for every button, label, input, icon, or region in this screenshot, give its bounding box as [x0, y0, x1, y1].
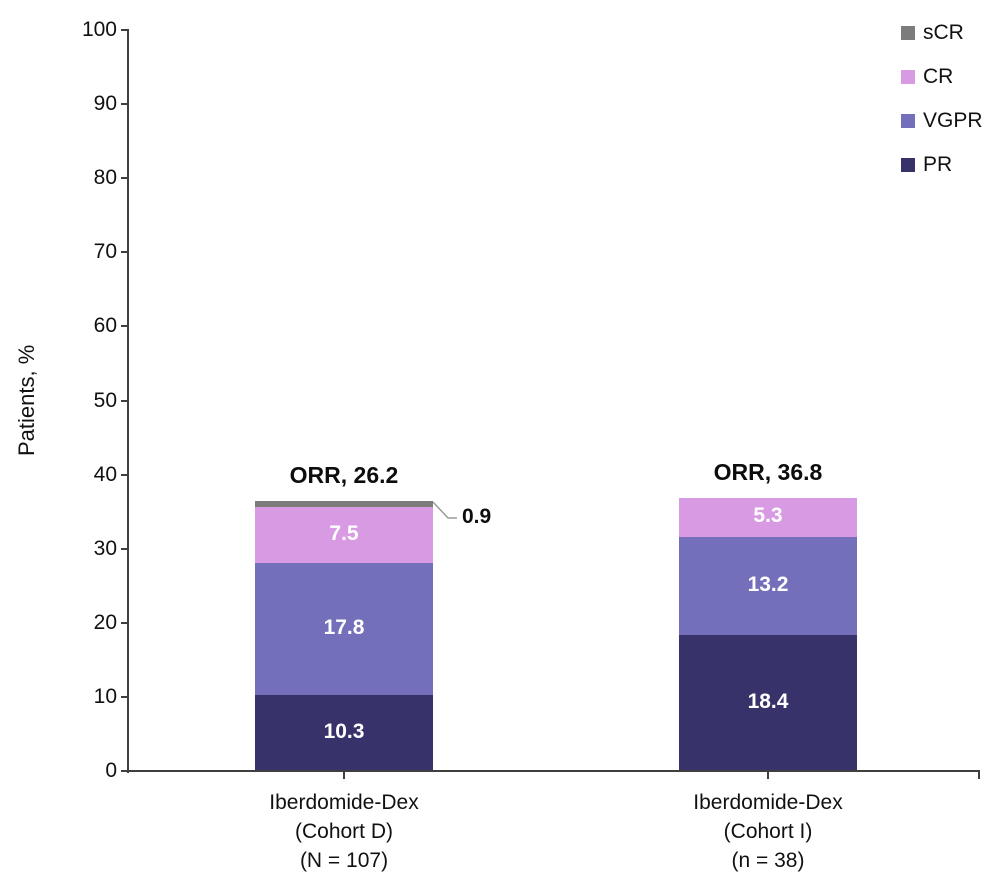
y-tick-label: 40	[93, 462, 117, 486]
x-category-label: Iberdomide-Dex (Cohort I) (n = 38)	[598, 788, 938, 875]
bar-segment-cr	[255, 507, 433, 563]
x-category-label-line: (N = 107)	[299, 849, 389, 872]
y-tick-mark	[121, 770, 129, 772]
x-category-label-line: (Cohort I)	[723, 820, 813, 843]
y-tick-mark	[121, 547, 129, 550]
x-axis-line	[127, 770, 980, 772]
segment-value-label: 5.3	[753, 504, 783, 528]
y-tick-mark	[121, 695, 129, 698]
legend-label: sCR	[923, 21, 964, 44]
legend-item-scr: sCR	[901, 22, 983, 44]
legend-label: PR	[923, 153, 953, 176]
segment-value-label: 7.5	[329, 521, 359, 545]
y-tick-label: 90	[93, 92, 117, 116]
y-tick-mark	[121, 103, 129, 106]
bar-segment-pr	[679, 634, 857, 771]
bar-segment-vgpr	[679, 536, 857, 635]
x-tick-mark	[343, 772, 345, 779]
callout-value-label: 0.9	[462, 504, 492, 528]
x-category-label-line: Iberdomide-Dex	[693, 791, 843, 814]
bar-segment-scr	[255, 500, 433, 508]
legend-item-pr: PR	[901, 154, 983, 176]
y-axis-line	[127, 29, 129, 773]
y-tick-label: 50	[93, 388, 117, 412]
legend-swatch-icon	[901, 114, 915, 128]
bar-segment-pr	[255, 694, 433, 771]
y-tick-label: 0	[105, 759, 117, 782]
y-tick-mark	[121, 399, 129, 402]
y-tick-mark	[121, 251, 129, 254]
legend-label: CR	[923, 65, 954, 88]
segment-value-label: 10.3	[323, 719, 365, 743]
legend: sCR CR VGPR PR	[901, 22, 983, 176]
x-tick-mark	[767, 772, 769, 779]
y-tick-label: 30	[93, 536, 117, 560]
orr-annotation: ORR, 36.8	[713, 458, 823, 485]
callout-leader-line	[432, 501, 457, 519]
legend-swatch-icon	[901, 158, 915, 172]
y-tick-label: 10	[93, 684, 117, 708]
y-tick-mark	[121, 29, 129, 31]
segment-value-label: 17.8	[323, 615, 365, 639]
segment-value-label: 18.4	[747, 689, 789, 713]
segment-value-label: 13.2	[747, 572, 789, 596]
y-tick-label: 70	[93, 240, 117, 264]
x-category-label-line: (Cohort D)	[294, 820, 394, 843]
x-category-label: Iberdomide-Dex (Cohort D) (N = 107)	[174, 788, 514, 875]
y-tick-label: 100	[81, 18, 117, 41]
y-tick-label: 60	[93, 314, 117, 338]
y-tick-mark	[121, 473, 129, 476]
legend-item-cr: CR	[901, 66, 983, 88]
orr-annotation: ORR, 26.2	[289, 461, 399, 488]
legend-item-vgpr: VGPR	[901, 110, 983, 132]
y-axis-title: Patients, %	[14, 344, 39, 456]
legend-label: VGPR	[923, 109, 983, 132]
legend-swatch-icon	[901, 70, 915, 84]
y-tick-label: 20	[93, 610, 117, 634]
bar-segment-cr	[679, 497, 857, 537]
bar-segment-vgpr	[255, 562, 433, 695]
y-tick-label: 80	[93, 166, 117, 190]
legend-swatch-icon	[901, 26, 915, 40]
y-tick-mark	[121, 177, 129, 180]
x-category-label-line: Iberdomide-Dex	[269, 791, 419, 814]
y-tick-mark	[121, 621, 129, 624]
x-category-label-line: (n = 38)	[731, 849, 805, 872]
x-axis-end-tick	[978, 772, 980, 779]
y-tick-mark	[121, 325, 129, 328]
